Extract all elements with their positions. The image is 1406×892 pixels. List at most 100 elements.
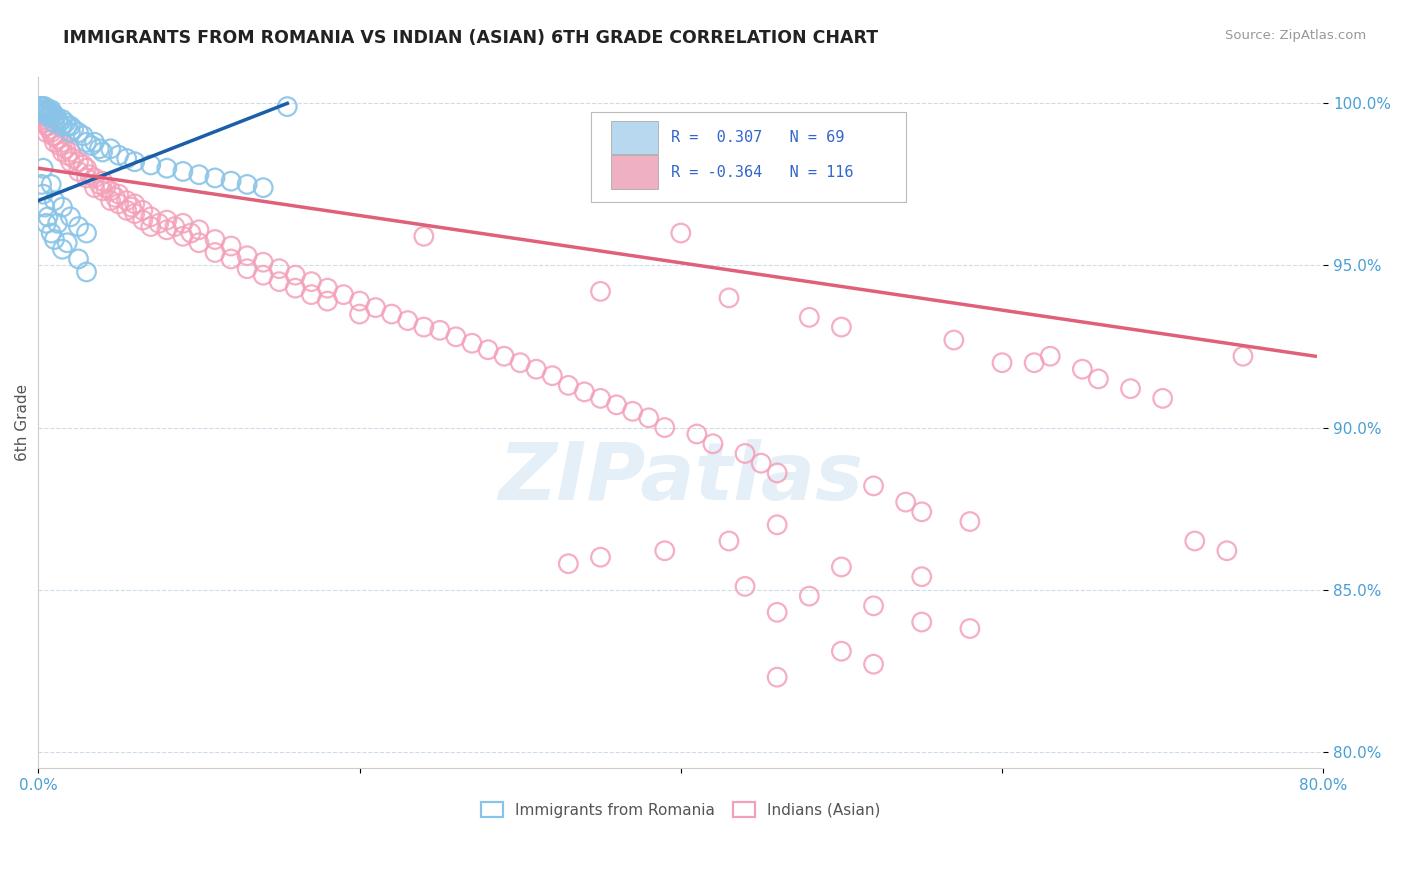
Point <box>717 291 740 305</box>
Point <box>1152 392 1174 406</box>
Point <box>269 275 291 289</box>
Point <box>28 106 51 120</box>
Point <box>55 116 77 130</box>
Point <box>637 410 659 425</box>
Text: ZIPatlas: ZIPatlas <box>498 439 863 517</box>
Point <box>67 252 90 266</box>
Point <box>51 119 73 133</box>
Point <box>83 180 105 194</box>
Point <box>37 109 59 123</box>
Point <box>686 427 709 442</box>
Point <box>148 216 170 230</box>
Point <box>100 142 122 156</box>
Point <box>51 112 73 127</box>
Point <box>180 226 202 240</box>
Point <box>91 174 114 188</box>
Point <box>80 138 103 153</box>
Point <box>46 112 69 127</box>
Point <box>124 154 146 169</box>
Point <box>219 174 242 188</box>
Point <box>35 106 58 120</box>
Point <box>734 446 756 460</box>
Point <box>316 294 339 309</box>
Point <box>83 136 105 150</box>
Point <box>477 343 499 357</box>
Point <box>28 100 51 114</box>
Point <box>79 168 101 182</box>
Point <box>34 100 56 114</box>
FancyBboxPatch shape <box>591 112 905 202</box>
Point <box>236 178 259 192</box>
Point <box>51 200 73 214</box>
Point <box>766 466 789 480</box>
Point <box>56 235 79 250</box>
Point <box>34 106 56 120</box>
Point <box>284 268 307 283</box>
Point <box>51 136 73 150</box>
Point <box>444 330 467 344</box>
Point <box>76 161 98 176</box>
Point <box>32 187 55 202</box>
Point <box>132 203 155 218</box>
Point <box>1039 349 1062 363</box>
Point <box>299 275 322 289</box>
Point <box>959 515 981 529</box>
Point <box>67 164 90 178</box>
Point <box>766 670 789 684</box>
Point <box>749 456 772 470</box>
Point <box>51 145 73 159</box>
Point <box>396 313 419 327</box>
Point <box>62 152 84 166</box>
Point <box>1232 349 1254 363</box>
Point <box>589 285 612 299</box>
Point <box>32 112 55 127</box>
Point <box>32 106 55 120</box>
Point <box>276 100 298 114</box>
Point <box>606 398 628 412</box>
Point <box>32 161 55 176</box>
Point <box>862 599 884 613</box>
Point <box>942 333 965 347</box>
Point <box>35 126 58 140</box>
Point <box>349 294 371 309</box>
Point <box>51 242 73 256</box>
Point <box>44 194 66 208</box>
Text: IMMIGRANTS FROM ROMANIA VS INDIAN (ASIAN) 6TH GRADE CORRELATION CHART: IMMIGRANTS FROM ROMANIA VS INDIAN (ASIAN… <box>63 29 879 46</box>
Point <box>35 103 58 117</box>
Point <box>557 557 579 571</box>
Point <box>115 194 138 208</box>
Point <box>1087 372 1109 386</box>
Point <box>89 142 111 156</box>
Point <box>412 229 434 244</box>
Point <box>44 109 66 123</box>
Point <box>124 206 146 220</box>
Point <box>862 657 884 672</box>
Point <box>59 126 82 140</box>
Point <box>204 170 226 185</box>
Point <box>59 154 82 169</box>
Point <box>188 235 211 250</box>
Point <box>236 249 259 263</box>
Point <box>894 495 917 509</box>
Point <box>67 126 90 140</box>
Point <box>589 392 612 406</box>
Point <box>83 170 105 185</box>
Point <box>236 261 259 276</box>
Point <box>429 323 451 337</box>
Point <box>94 180 117 194</box>
Point <box>830 560 852 574</box>
Point <box>219 252 242 266</box>
Point <box>799 589 821 603</box>
Text: R =  0.307   N = 69: R = 0.307 N = 69 <box>671 130 844 145</box>
Point <box>862 479 884 493</box>
Point <box>46 216 69 230</box>
Point <box>766 517 789 532</box>
Point <box>39 109 62 123</box>
Point <box>252 180 274 194</box>
Point <box>59 119 82 133</box>
Point <box>621 404 644 418</box>
Point <box>59 145 82 159</box>
Point <box>91 184 114 198</box>
Point <box>252 255 274 269</box>
Point <box>124 197 146 211</box>
